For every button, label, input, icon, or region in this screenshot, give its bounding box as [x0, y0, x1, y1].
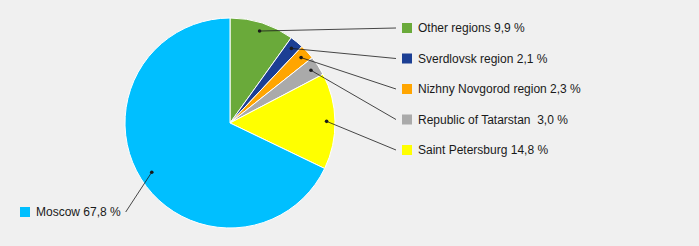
leader-line: [327, 121, 396, 150]
legend-swatch: [402, 54, 412, 64]
slice-label: Nizhny Novgorod region 2,3 %: [418, 82, 581, 96]
slice-label: Sverdlovsk region 2,1 %: [418, 52, 548, 66]
labels: Other regions 9,9 % Sverdlovsk region 2,1…: [20, 21, 581, 219]
leader-line: [260, 28, 396, 31]
legend-swatch: [20, 207, 30, 217]
leader-dot: [150, 170, 154, 174]
pie-slice: [125, 18, 325, 228]
leader-line: [301, 58, 396, 89]
legend-swatch: [402, 145, 412, 155]
slice-label: Other regions 9,9 %: [418, 21, 525, 35]
chart: Other regions 9,9 % Sverdlovsk region 2,1…: [0, 0, 699, 246]
slice-label: Republic of Tatarstan 3,0 %: [418, 113, 568, 127]
leader-dot: [290, 47, 294, 51]
leader-dot: [299, 56, 303, 60]
leader-dot: [258, 29, 262, 33]
leader-line: [311, 70, 396, 119]
legend-swatch: [402, 84, 412, 94]
leader-dot: [309, 68, 313, 72]
leader-line: [291, 48, 396, 58]
leader-line: [126, 172, 152, 212]
slice-label: Moscow 67,8 %: [36, 205, 121, 219]
leader-dot: [325, 120, 329, 124]
legend-swatch: [402, 115, 412, 125]
legend-swatch: [402, 23, 412, 33]
slice-label: Saint Petersburg 14,8 %: [418, 143, 548, 157]
